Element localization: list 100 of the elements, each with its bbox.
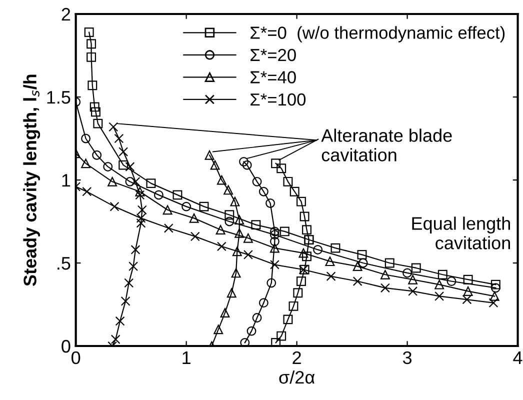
point	[490, 283, 500, 293]
annotation: Alteranate blade cavitation	[321, 128, 452, 162]
point	[224, 210, 234, 220]
point	[252, 313, 262, 322]
point	[204, 150, 214, 160]
point	[115, 316, 125, 326]
y-tick-label: 0	[62, 340, 70, 353]
point	[402, 268, 412, 278]
point	[136, 218, 146, 228]
point	[258, 186, 268, 196]
point	[108, 176, 118, 186]
point	[226, 288, 236, 298]
x-tick-label: 3	[402, 351, 412, 364]
x-tick-label: 2	[292, 351, 301, 364]
point	[434, 280, 444, 290]
point	[146, 178, 156, 188]
point	[220, 308, 230, 318]
point	[252, 176, 262, 186]
point	[293, 288, 303, 298]
point	[189, 213, 199, 223]
point	[243, 233, 253, 243]
point	[81, 158, 90, 168]
point	[384, 258, 394, 268]
point	[210, 160, 220, 170]
point	[251, 220, 261, 230]
point	[266, 198, 276, 208]
y-axis-title: Steady cavity length, l$_{s}$/h	[23, 74, 40, 286]
point	[90, 102, 100, 112]
point	[283, 176, 293, 186]
y-tick-label: 1.5	[47, 91, 70, 104]
point	[92, 150, 102, 160]
point	[154, 190, 164, 200]
point	[135, 190, 145, 200]
point	[270, 226, 280, 236]
point	[86, 39, 96, 49]
point	[325, 256, 335, 266]
legend-label: Σ*=40	[250, 71, 296, 84]
point	[118, 160, 128, 170]
point	[86, 52, 96, 62]
legend-label: Σ*=20	[250, 48, 296, 62]
point	[258, 298, 268, 308]
point	[137, 205, 147, 215]
point	[240, 338, 250, 346]
point	[408, 286, 418, 296]
point	[490, 280, 500, 290]
point	[270, 243, 280, 253]
point	[280, 226, 290, 236]
point	[130, 245, 140, 254]
point	[271, 338, 281, 346]
point	[234, 228, 244, 238]
point	[380, 283, 390, 293]
point	[120, 296, 130, 306]
point	[128, 262, 138, 272]
x-tick-label: 4	[513, 352, 522, 364]
point	[231, 268, 241, 278]
point	[380, 270, 390, 280]
point	[411, 263, 421, 273]
point	[214, 324, 224, 334]
legend-label: Σ*=100	[250, 93, 306, 106]
point	[276, 331, 286, 341]
point	[224, 185, 234, 195]
point	[352, 276, 362, 286]
point	[216, 175, 226, 185]
point	[302, 252, 312, 262]
point	[190, 232, 200, 242]
point	[300, 212, 310, 222]
point	[357, 250, 367, 260]
point	[271, 158, 281, 168]
point	[234, 215, 244, 225]
point	[172, 190, 182, 200]
point	[462, 294, 472, 304]
point	[302, 225, 312, 235]
point	[296, 196, 306, 206]
point	[490, 291, 500, 301]
point	[288, 301, 298, 311]
point	[230, 196, 240, 206]
point	[239, 157, 248, 166]
point	[118, 147, 128, 156]
annotation: Equal length cavitation	[412, 216, 510, 250]
point	[242, 160, 252, 170]
point	[243, 250, 253, 260]
point	[125, 176, 135, 186]
point	[182, 202, 192, 212]
point	[224, 216, 234, 226]
point	[298, 248, 308, 258]
point	[103, 162, 113, 172]
point	[91, 107, 100, 117]
y-tick-label: .5	[58, 257, 70, 270]
point	[270, 230, 280, 240]
point	[434, 291, 444, 301]
point	[330, 243, 340, 253]
point	[408, 274, 418, 284]
point	[446, 276, 456, 286]
point	[232, 246, 242, 256]
point	[463, 274, 473, 284]
point	[296, 276, 306, 286]
x-axis-title: σ/2α	[279, 370, 315, 384]
point	[84, 28, 94, 37]
point	[162, 205, 172, 215]
point	[488, 298, 498, 308]
